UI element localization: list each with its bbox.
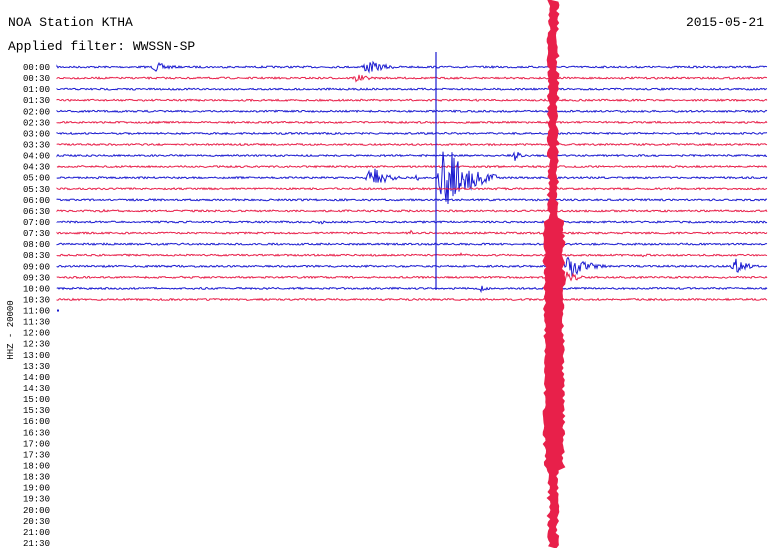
trace <box>56 87 768 91</box>
row-label: 12:30 <box>23 340 50 350</box>
trace <box>56 297 768 302</box>
row-label: 00:30 <box>23 74 50 84</box>
row-label: 04:00 <box>23 152 50 162</box>
trace <box>56 98 768 103</box>
trace <box>56 120 768 125</box>
trace <box>56 131 768 136</box>
row-label: 20:00 <box>23 506 50 516</box>
filter-label: Applied filter: WWSSN-SP <box>8 39 195 54</box>
station-title: NOA Station KTHA <box>8 15 133 30</box>
trace <box>56 271 768 284</box>
row-label: 01:00 <box>23 85 50 95</box>
row-label: 08:30 <box>23 251 50 261</box>
row-label: 16:00 <box>23 417 50 427</box>
row-label: 17:30 <box>23 450 50 460</box>
trace <box>56 151 768 161</box>
row-label: 11:00 <box>23 307 50 317</box>
trace <box>56 256 768 277</box>
traces <box>56 0 768 548</box>
row-label: 10:00 <box>23 284 50 294</box>
row-label: 08:00 <box>23 240 50 250</box>
row-label: 00:00 <box>23 63 50 73</box>
row-label: 02:30 <box>23 118 50 128</box>
row-label: 19:00 <box>23 484 50 494</box>
row-label: 20:30 <box>23 517 50 527</box>
row-label: 18:30 <box>23 473 50 483</box>
row-label: 13:00 <box>23 351 50 361</box>
row-label: 05:30 <box>23 185 50 195</box>
row-label: 18:00 <box>23 462 50 472</box>
trace <box>56 285 768 294</box>
row-label: 21:00 <box>23 528 50 538</box>
trace <box>56 74 767 83</box>
row-label: 06:00 <box>23 196 50 206</box>
row-label: 15:30 <box>23 406 50 416</box>
row-label: 07:30 <box>23 229 50 239</box>
row-label: 15:00 <box>23 395 50 405</box>
trace <box>56 164 768 169</box>
row-label: 16:30 <box>23 428 50 438</box>
row-label: 14:30 <box>23 384 50 394</box>
trace <box>56 151 768 205</box>
row-label: 09:30 <box>23 273 50 283</box>
trace <box>56 242 768 246</box>
row-label: 04:30 <box>23 163 50 173</box>
trace <box>56 220 768 225</box>
row-label: 17:00 <box>23 439 50 449</box>
row-label: 13:30 <box>23 362 50 372</box>
row-label: 09:00 <box>23 262 50 272</box>
date: 2015-05-21 <box>686 15 764 30</box>
trace <box>56 109 768 114</box>
row-label: 19:30 <box>23 495 50 505</box>
row-label: 02:00 <box>23 107 50 117</box>
row-label: 01:30 <box>23 96 50 106</box>
trace <box>56 198 768 202</box>
trace <box>56 60 768 74</box>
trace <box>56 186 768 191</box>
row-label: 07:00 <box>23 218 50 228</box>
row-label: 03:30 <box>23 140 50 150</box>
row-label: 12:00 <box>23 329 50 339</box>
channel-label: HHZ - 20000 <box>6 300 16 359</box>
trace <box>56 208 768 213</box>
row-label: 11:30 <box>23 318 50 328</box>
row-label: 10:30 <box>23 295 50 305</box>
row-label: 14:00 <box>23 373 50 383</box>
row-labels: 00:0000:3001:0001:3002:0002:3003:0003:30… <box>23 63 50 548</box>
trace <box>56 229 768 235</box>
trace <box>56 142 768 147</box>
row-label: 03:00 <box>23 129 50 139</box>
row-label: 21:30 <box>23 539 50 548</box>
row-label: 06:30 <box>23 207 50 217</box>
quake <box>542 0 566 548</box>
trace <box>56 252 768 258</box>
row-label: 05:00 <box>23 174 50 184</box>
